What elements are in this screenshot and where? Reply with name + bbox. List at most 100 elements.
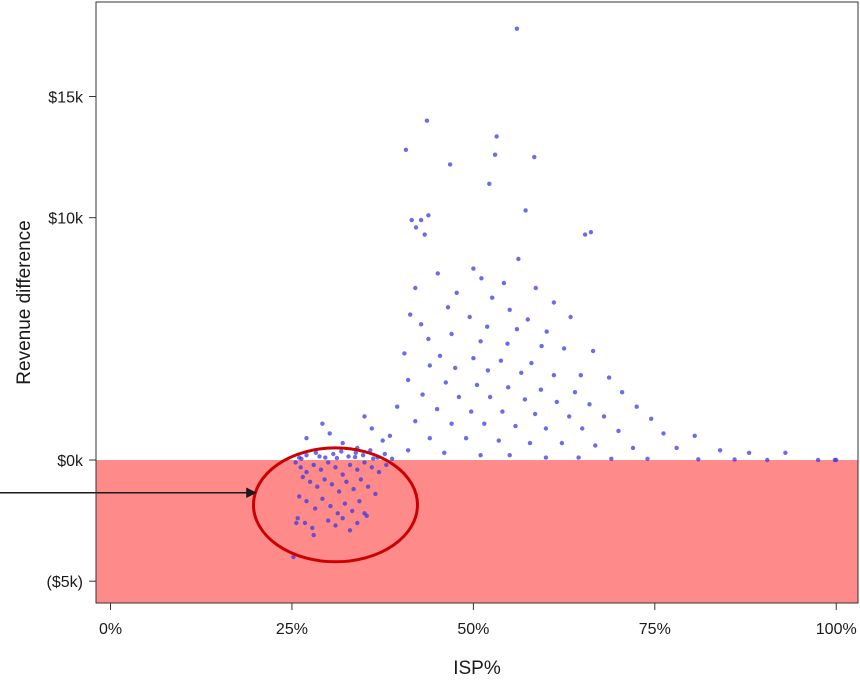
- data-point: [492, 152, 498, 157]
- data-point: [559, 440, 565, 446]
- data-point: [496, 438, 501, 443]
- data-point: [463, 436, 469, 441]
- data-point: [442, 450, 447, 455]
- data-point: [294, 520, 299, 526]
- data-point: [587, 402, 592, 407]
- y-tick-label: $10k: [48, 211, 84, 228]
- data-point: [315, 484, 320, 489]
- data-point: [340, 472, 345, 477]
- data-point: [351, 486, 356, 492]
- data-point: [350, 508, 355, 514]
- data-point: [424, 118, 430, 123]
- data-point: [340, 516, 345, 521]
- data-point: [382, 451, 387, 457]
- data-point: [318, 467, 324, 472]
- x-tick-label: 0%: [99, 621, 122, 638]
- data-point: [405, 448, 411, 453]
- data-point: [532, 411, 538, 417]
- data-point: [369, 426, 374, 431]
- data-point: [339, 449, 344, 454]
- data-point: [329, 482, 335, 487]
- x-axis-title: ISP%: [453, 658, 501, 679]
- data-point: [478, 453, 483, 458]
- data-point: [554, 399, 559, 405]
- data-point: [765, 457, 770, 463]
- data-point: [445, 305, 451, 310]
- data-point: [578, 373, 583, 378]
- data-point: [405, 377, 411, 383]
- data-point: [427, 363, 432, 368]
- data-point: [304, 436, 309, 441]
- data-point: [362, 511, 367, 516]
- data-point: [593, 443, 598, 448]
- data-point: [449, 331, 454, 337]
- data-point: [295, 516, 300, 521]
- y-axis-title: Revenue difference: [14, 220, 35, 384]
- data-point: [427, 436, 432, 441]
- data-point: [561, 346, 567, 351]
- data-point: [437, 353, 443, 358]
- x-tick-label: 75%: [639, 621, 671, 638]
- data-point: [426, 336, 431, 342]
- data-point: [327, 431, 332, 436]
- data-point: [516, 256, 521, 262]
- data-point: [567, 414, 572, 419]
- data-point: [523, 208, 528, 213]
- data-point: [395, 404, 400, 409]
- negative-region: [96, 460, 858, 603]
- y-tick-label: ($5k): [47, 574, 83, 591]
- x-tick-label: 25%: [276, 621, 308, 638]
- data-point: [360, 453, 366, 458]
- data-point: [340, 440, 345, 446]
- data-point: [696, 457, 701, 462]
- data-point: [413, 419, 418, 424]
- data-point: [362, 460, 367, 465]
- data-point: [485, 368, 491, 373]
- data-point: [449, 421, 454, 426]
- data-point: [717, 448, 723, 453]
- data-point: [317, 454, 322, 459]
- data-point: [588, 230, 594, 235]
- data-point: [409, 217, 414, 223]
- data-point: [300, 474, 305, 480]
- data-point: [322, 477, 327, 482]
- data-point: [606, 375, 612, 380]
- data-point: [333, 523, 338, 528]
- data-point: [389, 456, 395, 461]
- x-tick-label: 50%: [457, 621, 489, 638]
- data-point: [538, 387, 544, 392]
- data-point: [474, 382, 480, 388]
- data-point: [456, 394, 462, 400]
- data-point: [311, 462, 316, 468]
- data-point: [376, 469, 382, 475]
- data-point: [576, 455, 581, 460]
- data-point: [551, 300, 557, 305]
- data-point: [544, 329, 549, 334]
- data-point: [320, 421, 325, 426]
- data-point: [485, 324, 490, 329]
- data-point: [507, 453, 512, 458]
- data-point: [519, 370, 524, 375]
- data-point: [609, 456, 614, 461]
- data-point: [543, 455, 549, 460]
- data-point: [500, 409, 505, 414]
- y-tick-label: $0k: [57, 453, 84, 470]
- data-point: [313, 450, 319, 455]
- data-point: [434, 406, 440, 412]
- data-point: [422, 232, 427, 237]
- data-point: [490, 295, 495, 300]
- data-point: [514, 327, 520, 332]
- data-point: [815, 457, 821, 463]
- data-point: [326, 518, 331, 523]
- data-point: [362, 414, 367, 419]
- data-point: [342, 501, 348, 506]
- data-point: [532, 154, 537, 160]
- data-point: [365, 484, 371, 489]
- data-point: [304, 453, 309, 458]
- plot-frame: [95, 1, 859, 604]
- data-point: [334, 455, 340, 461]
- data-point: [347, 462, 353, 468]
- data-point: [304, 469, 309, 475]
- data-point: [572, 390, 578, 395]
